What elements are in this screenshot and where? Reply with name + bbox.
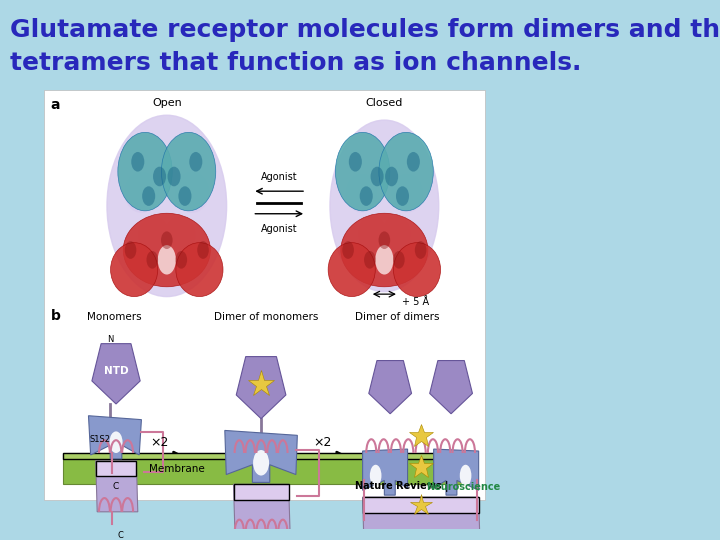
Ellipse shape (146, 251, 158, 269)
Text: Agonist: Agonist (261, 224, 297, 233)
Text: N: N (107, 335, 114, 345)
Text: Neuroscience: Neuroscience (426, 482, 500, 492)
Polygon shape (363, 497, 480, 540)
Ellipse shape (360, 186, 373, 206)
Text: Nature Reviews |: Nature Reviews | (356, 481, 452, 492)
Text: b: b (51, 309, 60, 323)
Text: NTD: NTD (104, 366, 128, 376)
FancyBboxPatch shape (233, 484, 289, 500)
Ellipse shape (197, 241, 209, 259)
Ellipse shape (123, 213, 210, 287)
Ellipse shape (370, 465, 382, 487)
Text: Glutamate receptor molecules form dimers and then: Glutamate receptor molecules form dimers… (10, 18, 720, 42)
Text: ×2: ×2 (313, 436, 332, 449)
Ellipse shape (153, 167, 166, 186)
Ellipse shape (139, 217, 168, 253)
Ellipse shape (383, 216, 410, 251)
Polygon shape (363, 449, 408, 495)
Ellipse shape (253, 450, 269, 476)
Ellipse shape (165, 217, 195, 253)
Ellipse shape (158, 245, 176, 274)
Text: Dimer of monomers: Dimer of monomers (214, 312, 318, 322)
Text: tetramers that function as ion channels.: tetramers that function as ion channels. (10, 51, 582, 75)
Text: C: C (113, 482, 119, 491)
Ellipse shape (189, 152, 202, 172)
Ellipse shape (346, 174, 377, 212)
Ellipse shape (415, 241, 426, 259)
Ellipse shape (460, 465, 472, 487)
Ellipse shape (179, 186, 192, 206)
Ellipse shape (107, 115, 227, 296)
Ellipse shape (131, 152, 144, 172)
Text: Open: Open (152, 98, 181, 108)
Text: Dimer of dimers: Dimer of dimers (356, 312, 440, 322)
Text: C: C (117, 531, 123, 540)
Polygon shape (369, 361, 412, 414)
Ellipse shape (125, 172, 158, 212)
Ellipse shape (396, 186, 409, 206)
Ellipse shape (118, 132, 172, 211)
Text: Membrane: Membrane (148, 464, 204, 474)
FancyBboxPatch shape (63, 453, 469, 459)
Ellipse shape (125, 241, 136, 259)
Text: a: a (51, 98, 60, 112)
Polygon shape (236, 356, 286, 418)
Text: Agonist: Agonist (261, 172, 297, 183)
FancyBboxPatch shape (363, 497, 479, 513)
Ellipse shape (111, 242, 158, 296)
Text: Closed: Closed (366, 98, 403, 108)
Ellipse shape (348, 152, 362, 172)
Ellipse shape (375, 245, 393, 274)
Ellipse shape (379, 232, 390, 249)
Ellipse shape (393, 242, 441, 296)
FancyBboxPatch shape (63, 453, 469, 484)
Ellipse shape (379, 132, 433, 211)
Ellipse shape (168, 167, 181, 186)
Text: Monomers: Monomers (87, 312, 142, 322)
Text: ×2: ×2 (150, 436, 168, 449)
Ellipse shape (407, 152, 420, 172)
Polygon shape (233, 484, 290, 534)
Ellipse shape (109, 431, 122, 453)
Ellipse shape (393, 251, 405, 269)
Ellipse shape (330, 120, 438, 292)
Ellipse shape (392, 174, 423, 212)
Ellipse shape (142, 186, 156, 206)
Polygon shape (92, 343, 140, 404)
Ellipse shape (364, 251, 376, 269)
Polygon shape (96, 461, 138, 512)
Ellipse shape (328, 242, 375, 296)
Ellipse shape (341, 213, 428, 287)
Ellipse shape (161, 132, 216, 211)
Ellipse shape (359, 216, 386, 251)
Polygon shape (433, 449, 479, 495)
Ellipse shape (336, 132, 390, 211)
FancyBboxPatch shape (96, 461, 136, 476)
Polygon shape (225, 430, 297, 482)
Ellipse shape (175, 172, 209, 212)
Ellipse shape (176, 251, 187, 269)
Ellipse shape (342, 241, 354, 259)
Ellipse shape (176, 242, 223, 296)
Text: + 5 Å: + 5 Å (402, 297, 430, 307)
Polygon shape (89, 416, 141, 459)
Text: S1S2: S1S2 (89, 435, 111, 444)
Ellipse shape (161, 232, 173, 249)
Ellipse shape (385, 167, 398, 186)
Polygon shape (430, 361, 472, 414)
FancyBboxPatch shape (44, 90, 485, 500)
Ellipse shape (371, 167, 384, 186)
